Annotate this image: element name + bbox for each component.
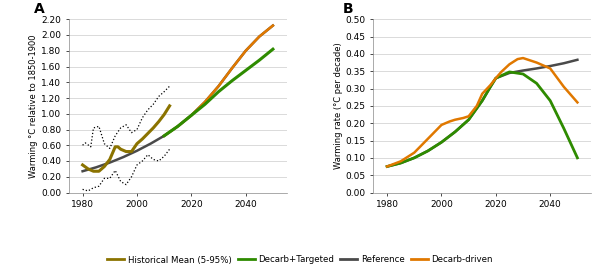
Y-axis label: Warming rate (°C per decade): Warming rate (°C per decade) [334,43,343,169]
Text: B: B [343,2,353,16]
Text: A: A [34,2,45,16]
Legend: Historical Mean (5-95%), Decarb+Targeted, Reference, Decarb-driven: Historical Mean (5-95%), Decarb+Targeted… [104,252,496,268]
Y-axis label: Warming °C relative to 1850-1900: Warming °C relative to 1850-1900 [29,34,38,178]
